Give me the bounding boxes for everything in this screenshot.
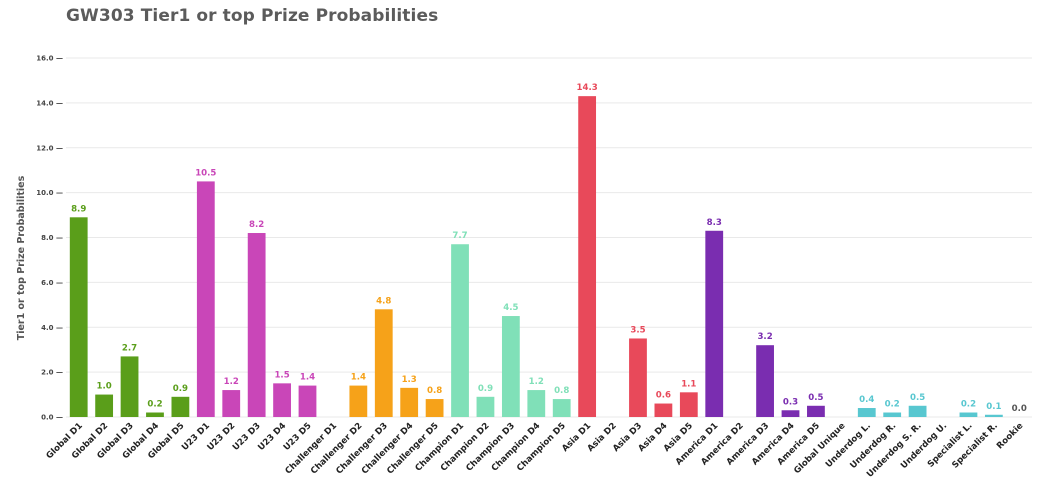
data-label: 0.2 (147, 400, 162, 410)
bar (400, 387, 419, 417)
bar (196, 181, 215, 417)
data-label: 0.5 (910, 393, 925, 403)
y-tick-label: 4.0 — (41, 324, 63, 332)
data-label: 0.3 (783, 397, 798, 407)
data-label: 2.7 (122, 343, 137, 353)
data-label: 0.2 (885, 400, 900, 410)
bar (171, 396, 190, 417)
x-tick-label: Specialist R. (950, 421, 1000, 471)
data-label: 4.5 (503, 303, 518, 313)
data-label: 14.3 (577, 83, 598, 93)
bar (298, 385, 317, 417)
data-label: 7.7 (452, 231, 467, 241)
data-label: 3.2 (757, 332, 772, 342)
y-tick-label: 16.0 — (36, 55, 63, 63)
bar (857, 408, 876, 417)
bar (705, 230, 724, 417)
bar (120, 356, 139, 417)
data-label: 0.8 (427, 386, 442, 396)
bar (781, 410, 800, 417)
data-label: 0.1 (986, 402, 1001, 412)
y-tick-label: 8.0 — (41, 234, 63, 242)
bar (883, 412, 902, 417)
data-label: 8.2 (249, 220, 264, 230)
bar (451, 244, 469, 417)
data-label: 8.9 (71, 204, 86, 214)
bar (95, 394, 114, 417)
bar (69, 217, 88, 417)
data-label: 0.8 (554, 386, 569, 396)
bar (756, 345, 774, 417)
bar (501, 316, 520, 417)
bar (908, 405, 927, 417)
data-label: 8.3 (707, 218, 722, 228)
data-label: 1.3 (402, 375, 417, 385)
data-label: 1.0 (97, 382, 112, 392)
bar (552, 399, 571, 417)
y-tick-label: 10.0 — (36, 189, 63, 197)
bar (247, 233, 266, 417)
data-label: 0.6 (656, 391, 671, 401)
y-tick-label: 12.0 — (36, 144, 63, 152)
y-tick-label: 6.0 — (41, 279, 63, 287)
bar (629, 338, 647, 417)
y-axis: 0.0 — 2.0 — 4.0 — 6.0 — 8.0 — 10.0 — 12.0 — 14.… (36, 55, 63, 422)
data-label: 1.5 (274, 370, 289, 380)
chart-title: GW303 Tier1 or top Prize Probabilities (66, 6, 439, 26)
bars (69, 96, 1003, 418)
data-label: 1.2 (224, 377, 239, 387)
bar (374, 309, 393, 417)
data-label: 10.5 (195, 168, 216, 178)
data-label: 0.4 (859, 395, 874, 405)
bar (984, 414, 1003, 417)
data-label: 0.2 (961, 400, 976, 410)
bar (146, 412, 164, 417)
bar (222, 390, 241, 417)
data-label: 1.4 (351, 373, 366, 383)
bar (273, 383, 291, 417)
data-label: 0.5 (808, 393, 823, 403)
bar (959, 412, 978, 417)
value-labels: 8.9 1.0 2.7 0.2 0.9 10.5 1.2 8.2 1.5 1.4 1.4 4.8 1.3… (71, 83, 1027, 414)
x-tick-label: Rookie (995, 421, 1025, 451)
y-tick-label: 2.0 — (41, 369, 63, 377)
data-label: 0.9 (173, 384, 188, 394)
data-label: 4.8 (376, 296, 391, 306)
bar (349, 385, 368, 417)
bar (476, 396, 495, 417)
bar (679, 392, 698, 417)
data-label: 0.9 (478, 384, 493, 394)
data-label: 1.2 (529, 377, 544, 387)
bar (578, 96, 597, 418)
data-label: 1.4 (300, 373, 315, 383)
data-label: 3.5 (630, 325, 645, 335)
bar (807, 405, 825, 417)
y-tick-label: 0.0 — (41, 414, 63, 422)
data-label: 0.0 (1012, 404, 1027, 414)
bar (654, 403, 673, 417)
bar (425, 399, 444, 417)
gridlines (66, 57, 1032, 418)
bar (527, 390, 546, 417)
y-tick-label: 14.0 — (36, 99, 63, 107)
y-axis-label: Tier1 or top Prize Probabilities (16, 175, 27, 340)
data-label: 1.1 (681, 379, 696, 389)
